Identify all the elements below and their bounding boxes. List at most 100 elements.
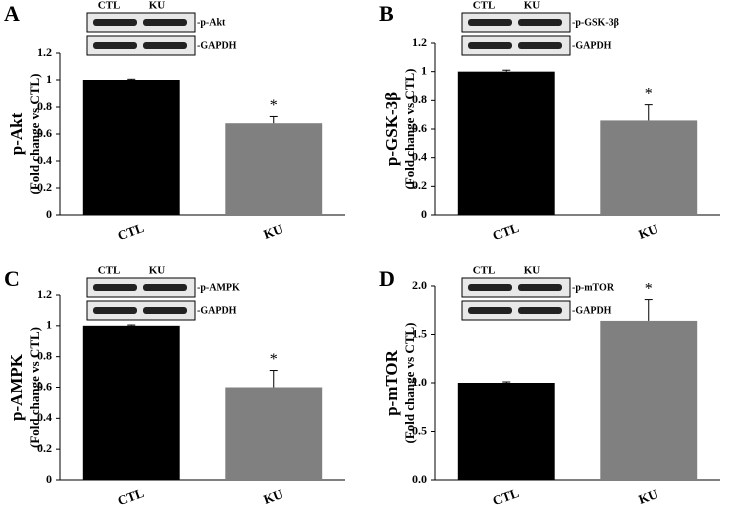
y-tick-label: 0.4 — [37, 410, 52, 424]
panel: Bp-GSK-3β (Fold change vs CTL) 0 0.2 0.4 0.6 0… — [379, 0, 720, 243]
y-axis-label: p-AMPK — [7, 353, 26, 421]
bar — [600, 320, 698, 480]
blot-frame — [86, 12, 196, 33]
x-tick-label: KU — [637, 221, 661, 242]
significance-mark: * — [645, 85, 653, 102]
blot-band — [518, 307, 562, 314]
blot-band — [93, 42, 137, 49]
x-tick-label: KU — [637, 486, 661, 505]
y-tick-label: 1 — [46, 72, 52, 86]
bar — [225, 387, 323, 480]
y-tick-label: 0.6 — [37, 126, 52, 140]
y-tick-label: 0.2 — [37, 441, 52, 455]
blot-band-label: -p-AMPK — [197, 282, 240, 293]
blot-lane-label: CTL — [473, 0, 496, 12]
blot-band-label: -GAPDH — [572, 40, 612, 51]
bar — [225, 123, 323, 215]
panel-letter: A — [4, 1, 20, 26]
panel: Ap-Akt (Fold change vs CTL) 0 0.2 0.4 0.6 0.8 1… — [4, 0, 345, 243]
y-tick-label: 1 — [421, 63, 427, 77]
x-tick-label: KU — [262, 221, 286, 242]
blot-band — [518, 284, 562, 291]
blot-band — [518, 42, 562, 49]
y-tick-label: 0.2 — [37, 180, 52, 194]
blot-band — [143, 19, 187, 26]
y-axis-label: p-Akt — [7, 112, 26, 155]
significance-mark: * — [645, 280, 653, 297]
blot-frame — [86, 35, 196, 56]
y-tick-label: 0.4 — [37, 153, 52, 167]
y-tick-label: 1.2 — [37, 287, 52, 301]
bar — [600, 120, 698, 215]
blot-band — [518, 19, 562, 26]
blot-band — [468, 19, 512, 26]
y-tick-label: 0.8 — [37, 348, 52, 362]
y-tick-label: 0.2 — [412, 178, 427, 192]
y-tick-label: 0 — [421, 207, 427, 221]
blot-lane-label: CTL — [473, 265, 496, 277]
y-tick-label: 0 — [46, 472, 52, 486]
x-tick-label: CTL — [491, 485, 522, 505]
x-tick-label: CTL — [116, 220, 147, 243]
blot-lane-label: CTL — [98, 265, 121, 277]
blot-frame — [461, 35, 571, 56]
blot-band — [143, 284, 187, 291]
blot-band — [143, 307, 187, 314]
y-tick-label: 0.0 — [412, 472, 427, 486]
blot-band — [93, 284, 137, 291]
y-tick-label: 1 — [46, 318, 52, 332]
panel-letter: D — [379, 266, 395, 291]
panel-letter: B — [379, 1, 394, 26]
blot-band-label: -GAPDH — [197, 305, 237, 316]
y-axis-label: p-GSK-3β — [382, 92, 401, 166]
x-tick-label: KU — [262, 486, 286, 505]
y-tick-label: 1.0 — [412, 375, 427, 389]
blot-lane-label: KU — [524, 265, 541, 277]
significance-mark: * — [270, 97, 278, 114]
blot-lane-label: KU — [524, 0, 541, 12]
bar — [457, 383, 555, 480]
bar — [82, 325, 180, 480]
blot-lane-label: KU — [149, 0, 166, 12]
y-axis-sublabel: (Fold change vs CTL) — [27, 327, 42, 448]
y-tick-label: 2.0 — [412, 278, 427, 292]
blot-frame — [86, 300, 196, 321]
blot-band-label: -GAPDH — [197, 40, 237, 51]
significance-mark: * — [270, 351, 278, 368]
blot-band — [143, 42, 187, 49]
panel-letter: C — [4, 266, 20, 291]
y-tick-label: 0.8 — [37, 99, 52, 113]
blot-frame — [461, 12, 571, 33]
y-axis-sublabel: (Fold change vs CTL) — [402, 69, 417, 190]
panel: Cp-AMPK (Fold change vs CTL) 0 0.2 0.4 0.6 0.8… — [4, 265, 345, 505]
y-axis-sublabel: (Fold change vs CTL) — [402, 323, 417, 444]
blot-frame — [86, 277, 196, 298]
blot-band — [468, 307, 512, 314]
blot-band-label: -p-Akt — [197, 17, 226, 28]
y-tick-label: 0.8 — [412, 92, 427, 106]
y-axis-sublabel: (Fold change vs CTL) — [27, 74, 42, 195]
x-tick-label: CTL — [491, 220, 522, 243]
y-tick-label: 1.5 — [412, 326, 427, 340]
blot-band-label: -p-GSK-3β — [572, 17, 619, 28]
panel: Dp-mTOR (Fold change vs CTL) 0.0 0.5 1.0 1.5 2… — [379, 265, 720, 505]
y-tick-label: 1.2 — [37, 45, 52, 59]
y-tick-label: 1.2 — [412, 35, 427, 49]
blot-lane-label: CTL — [98, 0, 121, 12]
blot-band — [468, 42, 512, 49]
blot-band — [468, 284, 512, 291]
bar — [82, 80, 180, 215]
y-tick-label: 0 — [46, 207, 52, 221]
x-tick-label: CTL — [116, 485, 147, 505]
blot-band — [93, 19, 137, 26]
blot-frame — [461, 300, 571, 321]
blot-band — [93, 307, 137, 314]
y-tick-label: 0.4 — [412, 149, 427, 163]
bar — [457, 71, 555, 216]
y-tick-label: 0.6 — [412, 121, 427, 135]
y-tick-label: 0.6 — [37, 379, 52, 393]
y-tick-label: 0.5 — [412, 423, 427, 437]
blot-band-label: -GAPDH — [572, 305, 612, 316]
blot-frame — [461, 277, 571, 298]
